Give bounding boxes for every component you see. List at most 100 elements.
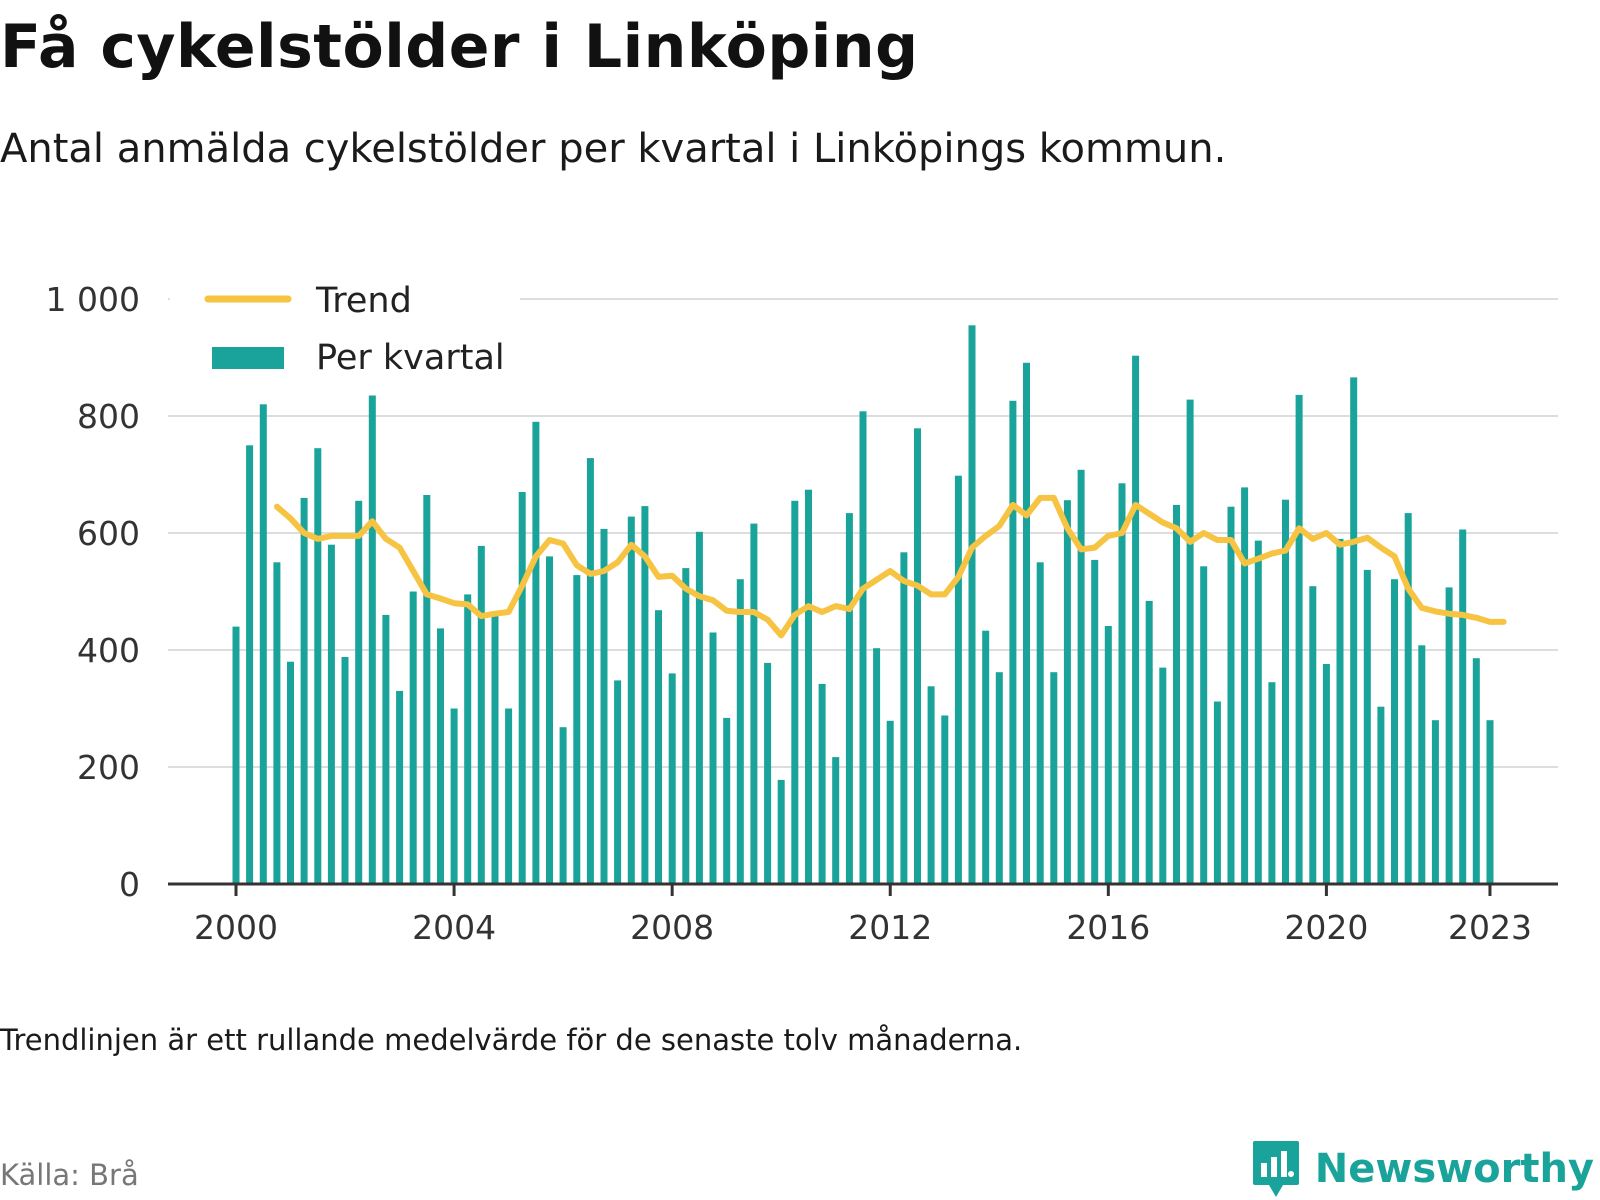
- bar: [1404, 513, 1412, 884]
- bar: [614, 680, 622, 884]
- bar: [1077, 469, 1085, 884]
- bar: [1295, 394, 1303, 884]
- bar: [873, 648, 881, 884]
- bar: [1377, 706, 1385, 884]
- bar: [1173, 504, 1180, 884]
- bar: [1309, 586, 1317, 884]
- bar: [1132, 355, 1140, 884]
- newsworthy-logo-icon: [1252, 1141, 1299, 1197]
- brand-logo: Newsworthy: [1251, 1138, 1594, 1200]
- bar: [859, 411, 867, 884]
- chart-title: Få cykelstölder i Linköping: [0, 12, 919, 82]
- bar: [1036, 562, 1044, 885]
- trend-line: [273, 494, 1507, 639]
- y-tick-label: 400: [77, 631, 140, 670]
- bar: [1009, 400, 1017, 884]
- bar: [777, 779, 785, 884]
- bar: [450, 708, 458, 884]
- bar: [1227, 506, 1235, 884]
- y-tick-label: 1 000: [46, 280, 140, 319]
- bar: [287, 661, 294, 884]
- bar: [573, 575, 581, 884]
- x-tick-label: 2012: [848, 908, 932, 947]
- bar: [1322, 664, 1330, 884]
- bar: [246, 445, 254, 885]
- y-tick-label: 600: [77, 514, 140, 553]
- bar: [491, 613, 499, 884]
- bar: [396, 690, 404, 884]
- legend-bars-swatch: [212, 347, 284, 369]
- bar: [327, 544, 335, 884]
- bar: [641, 506, 649, 884]
- legend-bars-label: Per kvartal: [316, 338, 505, 378]
- x-tick-label: 2008: [630, 908, 714, 947]
- bar: [559, 727, 567, 884]
- x-axis-ticks: 2000 2004 2008 2012 2016 2020 2023: [194, 884, 1532, 947]
- bar: [532, 421, 540, 884]
- bar: [518, 492, 526, 884]
- footnote: Trendlinjen är ett rullande medelvärde f…: [0, 1023, 1023, 1057]
- bar: [1159, 667, 1167, 884]
- y-tick-label: 200: [77, 748, 140, 787]
- y-tick-label: 0: [119, 865, 140, 904]
- bar: [805, 489, 812, 884]
- bar: [723, 717, 731, 884]
- bar: [927, 686, 935, 884]
- bar: [368, 395, 376, 884]
- bar: [1472, 658, 1480, 884]
- bar: [423, 495, 431, 884]
- bar: [273, 562, 281, 885]
- x-tick-label: 2004: [412, 908, 496, 947]
- bar: [464, 594, 472, 884]
- bar: [1200, 566, 1208, 884]
- legend: Trend Per kvartal: [170, 255, 520, 385]
- bar: [259, 404, 267, 884]
- bar: [586, 458, 594, 884]
- bar: [1254, 540, 1262, 884]
- bar: [1431, 720, 1439, 884]
- bar: [1391, 579, 1398, 884]
- bar: [886, 720, 894, 884]
- bar: [1213, 701, 1221, 884]
- bar: [437, 628, 444, 884]
- x-tick-label: 2023: [1448, 908, 1532, 947]
- bar: [1241, 487, 1249, 884]
- bar: [600, 528, 608, 884]
- bar: [818, 683, 826, 884]
- bar: [1023, 362, 1030, 884]
- bar: [1063, 500, 1071, 884]
- bar: [764, 662, 772, 884]
- bar: [695, 531, 703, 884]
- bar: [995, 672, 1003, 884]
- legend-trend-label: Trend: [315, 281, 412, 321]
- bar: [341, 657, 349, 884]
- y-axis-ticks: 0 200 400 600 800 1 000: [46, 280, 140, 904]
- chart-subtitle: Antal anmälda cykelstölder per kvartal i…: [0, 126, 1227, 172]
- bar: [627, 516, 635, 884]
- brand-name: Newsworthy: [1314, 1146, 1594, 1192]
- source-credit: Källa: Brå: [0, 1158, 139, 1192]
- bar: [968, 325, 976, 884]
- bar: [300, 497, 308, 884]
- bar: [1486, 720, 1494, 884]
- bar: [982, 630, 990, 884]
- bar: [382, 614, 390, 884]
- bar: [314, 448, 322, 884]
- x-tick-label: 2000: [194, 908, 278, 947]
- bar: [750, 523, 758, 884]
- bar: [914, 428, 921, 884]
- bar: [1145, 600, 1153, 884]
- bar: [791, 500, 799, 884]
- bar: [1282, 499, 1289, 884]
- x-tick-label: 2020: [1284, 908, 1368, 947]
- bar: [1336, 538, 1344, 884]
- bar: [1104, 626, 1112, 884]
- bar: [954, 475, 962, 884]
- bar: [1050, 672, 1058, 884]
- bar: [1445, 587, 1453, 884]
- bar: [736, 579, 744, 884]
- bar: [832, 757, 840, 884]
- bar: [1118, 483, 1126, 884]
- bar: [505, 708, 513, 884]
- bar: [845, 513, 853, 884]
